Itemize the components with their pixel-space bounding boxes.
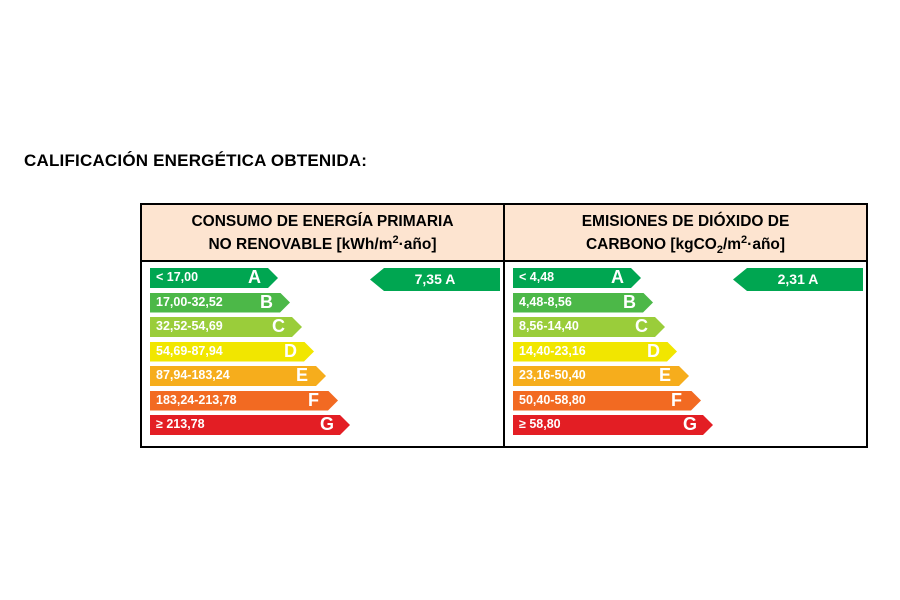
co2-range-label: 4,48-8,56 xyxy=(519,294,572,309)
energy-header-unit-pre: NO RENOVABLE [kWh/m xyxy=(208,235,393,253)
co2-header-line1: EMISIONES DE DIÓXIDO DE xyxy=(581,212,790,230)
energy-result-badge: 7,35 A xyxy=(370,268,500,291)
co2-bar-e: 23,16-50,40 E xyxy=(513,366,689,386)
energy-header-unit-post: ·año] xyxy=(398,235,437,253)
co2-range-label: 8,56-14,40 xyxy=(519,319,579,333)
co2-header-unit-pre: CARBONO [kgCO xyxy=(585,235,717,253)
co2-class-letter: E xyxy=(659,365,672,385)
co2-bar-g: ≥ 58,80 G xyxy=(513,415,713,435)
energy-class-letter: A xyxy=(248,267,261,287)
co2-bar-b: 4,48-8,56 B xyxy=(513,291,653,313)
co2-result-value: 2,31 A xyxy=(777,271,819,287)
co2-header: EMISIONES DE DIÓXIDO DE CARBONO [kgCO2/m… xyxy=(505,205,866,262)
energy-range-label: 183,24-213,78 xyxy=(156,392,237,407)
energy-class-letter: B xyxy=(260,291,273,312)
energy-header: CONSUMO DE ENERGÍA PRIMARIA NO RENOVABLE… xyxy=(142,205,503,262)
co2-bar-d: 14,40-23,16 D xyxy=(513,340,677,362)
co2-class-letter: D xyxy=(647,340,660,361)
energy-scale: < 17,00 A 17,00-32,52 B 32,52-54,69 C 54,69-87… xyxy=(142,262,503,446)
energy-bar-d: 54,69-87,94 D xyxy=(150,340,314,362)
co2-range-label: < 4,48 xyxy=(519,270,555,284)
co2-class-letter: B xyxy=(623,291,636,312)
energy-result-value: 7,35 A xyxy=(414,271,456,287)
energy-range-label: < 17,00 xyxy=(156,270,199,284)
co2-range-label: ≥ 58,80 xyxy=(519,417,561,431)
co2-scale: < 4,48 A 4,48-8,56 B 8,56-14,40 C 14,40-23,16 D… xyxy=(505,262,866,446)
energy-range-label: 17,00-32,52 xyxy=(156,294,223,309)
energy-class-letter: G xyxy=(320,414,335,434)
energy-range-label: 54,69-87,94 xyxy=(156,343,223,358)
energy-header-line1: CONSUMO DE ENERGÍA PRIMARIA xyxy=(191,212,454,230)
co2-class-letter: A xyxy=(611,267,624,287)
co2-range-label: 23,16-50,40 xyxy=(519,368,586,382)
page-title: CALIFICACIÓN ENERGÉTICA OBTENIDA: xyxy=(24,151,368,170)
energy-bar-e: 87,94-183,24 E xyxy=(150,366,326,386)
energy-class-letter: D xyxy=(284,340,297,361)
co2-class-letter: G xyxy=(683,414,698,434)
energy-bar-f: 183,24-213,78 F xyxy=(150,389,338,411)
energy-header-unit-sup: 2 xyxy=(392,233,399,246)
co2-class-letter: F xyxy=(671,389,682,410)
co2-bar-a: < 4,48 A xyxy=(513,268,641,288)
co2-class-letter: C xyxy=(635,316,648,336)
energy-class-letter: C xyxy=(272,316,285,336)
co2-range-label: 14,40-23,16 xyxy=(519,343,586,358)
energy-range-label: ≥ 213,78 xyxy=(156,417,205,431)
co2-header-unit-post: ·año] xyxy=(747,235,786,253)
co2-header-unit-mid: /m xyxy=(722,235,742,253)
co2-range-label: 50,40-58,80 xyxy=(519,392,586,407)
energy-header-line2: NO RENOVABLE [kWh/m2·año] xyxy=(208,233,436,256)
energy-bar-c: 32,52-54,69 C xyxy=(150,317,302,337)
co2-result-badge: 2,31 A xyxy=(733,268,863,291)
energy-class-letter: E xyxy=(296,365,309,385)
energy-column: CONSUMO DE ENERGÍA PRIMARIA NO RENOVABLE… xyxy=(142,205,503,446)
energy-range-label: 87,94-183,24 xyxy=(156,368,230,382)
co2-column: EMISIONES DE DIÓXIDO DE CARBONO [kgCO2/m… xyxy=(503,205,866,446)
co2-header-line2: CARBONO [kgCO2/m2·año] xyxy=(586,233,785,256)
rating-table: CONSUMO DE ENERGÍA PRIMARIA NO RENOVABLE… xyxy=(140,203,868,448)
co2-header-unit-sup: 2 xyxy=(741,233,748,246)
co2-header-unit-sub: 2 xyxy=(716,243,723,256)
energy-bar-a: < 17,00 A xyxy=(150,268,278,288)
co2-bar-c: 8,56-14,40 C xyxy=(513,317,665,337)
energy-bar-g: ≥ 213,78 G xyxy=(150,415,350,435)
co2-bar-f: 50,40-58,80 F xyxy=(513,389,701,411)
energy-bar-b: 17,00-32,52 B xyxy=(150,291,290,313)
energy-class-letter: F xyxy=(308,389,319,410)
energy-range-label: 32,52-54,69 xyxy=(156,319,223,333)
